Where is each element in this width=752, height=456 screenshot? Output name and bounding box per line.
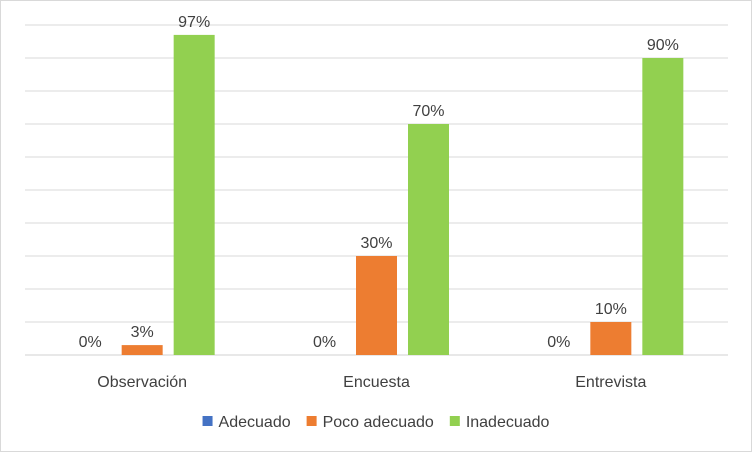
legend: Adecuado Poco adecuado Inadecuado	[202, 414, 550, 431]
data-label-adecuado-encuesta: 0%	[313, 334, 336, 351]
legend-swatch	[306, 416, 317, 426]
legend-item-poco-adecuado: Poco adecuado	[306, 414, 434, 431]
data-labels: 0% 3% 97% 0% 30% 70% 0% 10% 90%	[79, 14, 679, 351]
data-label-poco-adecuado-observacion: 3%	[131, 324, 154, 341]
bar-inadecuado-entrevista	[642, 58, 684, 355]
legend-swatch	[449, 416, 460, 426]
data-label-inadecuado-encuesta: 70%	[412, 103, 444, 120]
category-label-observacion: Observación	[97, 374, 187, 391]
legend-item-inadecuado: Inadecuado	[449, 414, 550, 431]
category-labels: Observación Encuesta Entrevista	[97, 374, 646, 391]
data-label-poco-adecuado-encuesta: 30%	[360, 235, 392, 252]
data-label-inadecuado-entrevista: 90%	[647, 37, 679, 54]
gridlines	[25, 24, 728, 356]
legend-label: Inadecuado	[466, 414, 550, 431]
legend-item-adecuado: Adecuado	[202, 414, 291, 431]
data-label-adecuado-observacion: 0%	[79, 334, 102, 351]
legend-label: Adecuado	[219, 414, 291, 431]
data-label-poco-adecuado-entrevista: 10%	[595, 301, 627, 318]
bars	[121, 34, 684, 356]
category-label-entrevista: Entrevista	[575, 374, 646, 391]
category-label-encuesta: Encuesta	[343, 374, 410, 391]
legend-swatch	[202, 416, 213, 426]
legend-label: Poco adecuado	[323, 414, 434, 431]
bar-poco-adecuado-entrevista	[590, 322, 632, 355]
bar-inadecuado-observacion	[173, 34, 215, 356]
data-label-inadecuado-observacion: 97%	[178, 14, 210, 31]
bar-poco-adecuado-observacion	[121, 345, 163, 355]
data-label-adecuado-entrevista: 0%	[547, 334, 570, 351]
bar-inadecuado-encuesta	[408, 124, 449, 355]
bar-poco-adecuado-encuesta	[356, 256, 397, 355]
